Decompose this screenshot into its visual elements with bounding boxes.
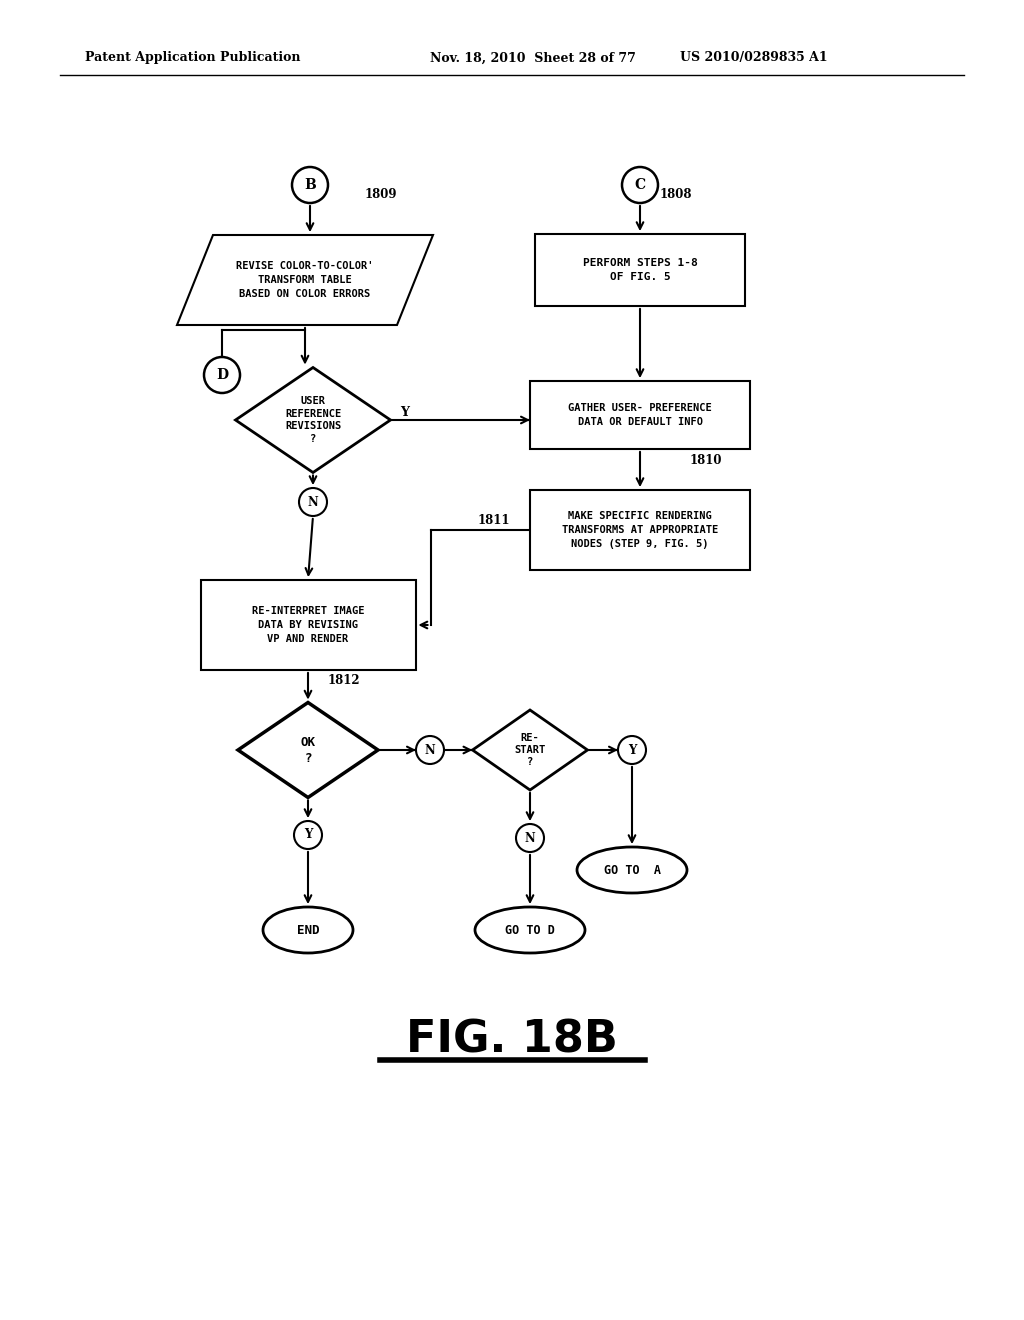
Text: USER
REFERENCE
REVISIONS
?: USER REFERENCE REVISIONS ? — [285, 396, 341, 444]
Text: B: B — [304, 178, 315, 191]
Text: D: D — [216, 368, 228, 381]
Circle shape — [618, 737, 646, 764]
Polygon shape — [472, 710, 588, 789]
Text: END: END — [297, 924, 319, 936]
Polygon shape — [238, 702, 378, 797]
Text: OK
?: OK ? — [300, 735, 315, 764]
Text: Y: Y — [628, 743, 636, 756]
Circle shape — [299, 488, 327, 516]
Text: Y: Y — [400, 405, 410, 418]
Ellipse shape — [263, 907, 353, 953]
Text: 1808: 1808 — [660, 189, 692, 202]
Text: 1812: 1812 — [328, 673, 360, 686]
Text: Nov. 18, 2010  Sheet 28 of 77: Nov. 18, 2010 Sheet 28 of 77 — [430, 51, 636, 65]
Circle shape — [416, 737, 444, 764]
Circle shape — [204, 356, 240, 393]
Text: MAKE SPECIFIC RENDERING
TRANSFORMS AT APPROPRIATE
NODES (STEP 9, FIG. 5): MAKE SPECIFIC RENDERING TRANSFORMS AT AP… — [562, 511, 718, 549]
Circle shape — [622, 168, 658, 203]
Text: 1810: 1810 — [690, 454, 723, 466]
Circle shape — [294, 821, 322, 849]
FancyBboxPatch shape — [201, 579, 416, 671]
Text: GATHER USER- PREFERENCE
DATA OR DEFAULT INFO: GATHER USER- PREFERENCE DATA OR DEFAULT … — [568, 403, 712, 426]
Text: 1811: 1811 — [477, 513, 510, 527]
Text: GO TO D: GO TO D — [505, 924, 555, 936]
Circle shape — [516, 824, 544, 851]
Text: FIG. 18B: FIG. 18B — [407, 1019, 617, 1061]
Ellipse shape — [475, 907, 585, 953]
Text: Patent Application Publication: Patent Application Publication — [85, 51, 300, 65]
Text: Y: Y — [304, 829, 312, 842]
Text: RE-INTERPRET IMAGE
DATA BY REVISING
VP AND RENDER: RE-INTERPRET IMAGE DATA BY REVISING VP A… — [252, 606, 365, 644]
FancyBboxPatch shape — [530, 490, 750, 570]
Text: C: C — [635, 178, 645, 191]
Circle shape — [292, 168, 328, 203]
Polygon shape — [177, 235, 433, 325]
Polygon shape — [236, 367, 390, 473]
FancyBboxPatch shape — [535, 234, 745, 306]
Text: GO TO  A: GO TO A — [603, 863, 660, 876]
Text: REVISE COLOR-TO-COLOR'
TRANSFORM TABLE
BASED ON COLOR ERRORS: REVISE COLOR-TO-COLOR' TRANSFORM TABLE B… — [237, 261, 374, 300]
Ellipse shape — [577, 847, 687, 894]
Text: US 2010/0289835 A1: US 2010/0289835 A1 — [680, 51, 827, 65]
Text: N: N — [307, 495, 318, 508]
Text: N: N — [524, 832, 536, 845]
Text: RE-
START
?: RE- START ? — [514, 733, 546, 767]
FancyBboxPatch shape — [530, 381, 750, 449]
Text: N: N — [425, 743, 435, 756]
Text: 1809: 1809 — [365, 189, 397, 202]
Text: PERFORM STEPS 1-8
OF FIG. 5: PERFORM STEPS 1-8 OF FIG. 5 — [583, 257, 697, 282]
